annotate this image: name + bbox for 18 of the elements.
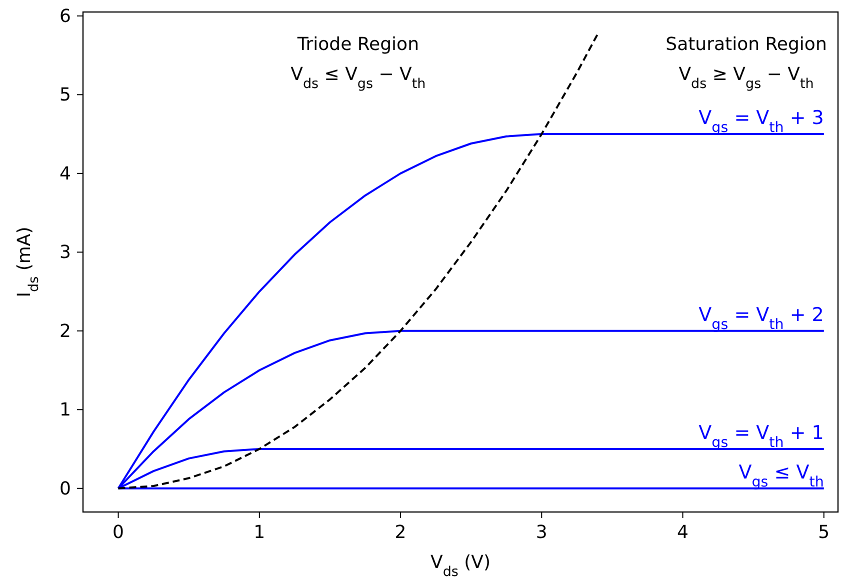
annotation: V$_{ds}$ ≤ V$_{gs}$ − V$_{th}$	[290, 64, 426, 92]
y-tick-label: 0	[60, 478, 71, 500]
annotation: Saturation Region	[666, 34, 827, 55]
x-tick-label: 4	[677, 522, 688, 543]
x-tick-label: 0	[112, 522, 124, 543]
y-tick-label: 4	[60, 163, 71, 184]
y-tick-label: 1	[60, 400, 71, 421]
x-tick-label: 2	[394, 522, 406, 543]
y-tick-label: 5	[60, 84, 71, 106]
x-tick-label: 1	[254, 522, 266, 543]
x-tick-label: 3	[536, 522, 548, 543]
y-tick-label: 6	[60, 6, 71, 27]
annotation: Triode Region	[296, 34, 419, 55]
x-axis-title: V$_{ds}$ (V)	[430, 552, 491, 580]
x-tick-label: 5	[818, 522, 830, 543]
annotation: V$_{ds}$ ≥ V$_{gs}$ − V$_{th}$	[678, 64, 814, 92]
y-tick-label: 2	[60, 320, 71, 342]
y-tick-label: 3	[60, 242, 71, 264]
